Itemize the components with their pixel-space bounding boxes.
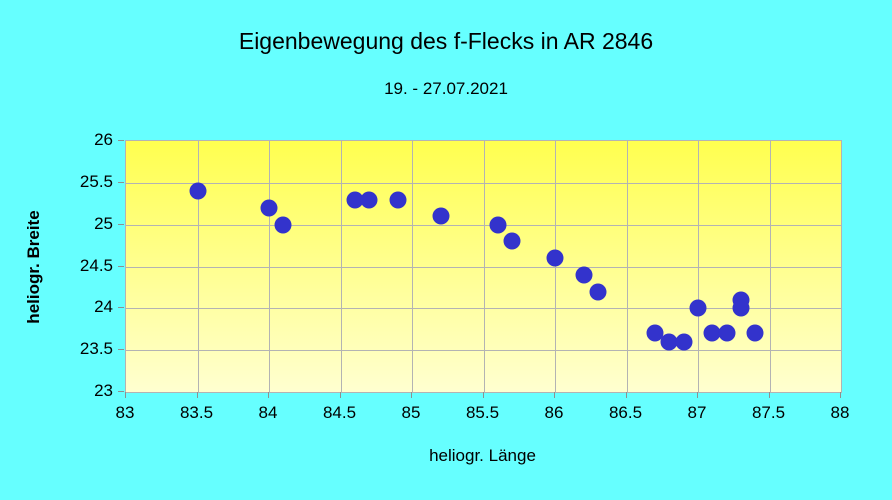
y-tick-label: 24	[94, 297, 113, 317]
x-tick-label: 86.5	[608, 403, 643, 422]
x-tick-label: 84	[258, 403, 278, 422]
data-point	[432, 207, 450, 225]
data-point	[746, 324, 764, 342]
gridline-horizontal	[126, 182, 841, 184]
x-axis-tick	[697, 392, 698, 398]
x-axis-tick	[554, 392, 555, 398]
y-tick-label: 26	[94, 130, 113, 149]
x-axis-tick	[125, 392, 126, 398]
x-axis-title: heliogr. Länge	[429, 446, 536, 465]
y-axis-tick	[118, 307, 124, 309]
gridline-horizontal	[126, 350, 841, 352]
gridline-horizontal	[126, 224, 841, 226]
x-tick-label: 87	[687, 403, 707, 422]
x-tick-label: 85.5	[465, 403, 500, 422]
y-axis-tick	[118, 349, 124, 351]
y-tick-label: 25.5	[79, 171, 113, 191]
x-axis-tick	[625, 392, 627, 398]
y-axis-tick	[118, 265, 124, 267]
x-axis-tick	[482, 392, 484, 398]
data-point	[589, 283, 607, 301]
y-axis-tick	[118, 140, 124, 141]
x-axis-tick	[768, 392, 770, 398]
y-axis-tick	[118, 181, 124, 183]
x-tick-label: 83	[115, 403, 135, 422]
data-point	[189, 182, 206, 200]
y-tick-label: 25	[94, 213, 113, 233]
data-point	[575, 266, 593, 284]
x-axis-tick	[268, 392, 269, 398]
x-tick-label: 85	[401, 403, 421, 422]
data-point	[675, 333, 693, 351]
y-axis-title: heliogr. Breite	[24, 210, 43, 324]
x-tick-label: 83.5	[179, 403, 214, 422]
data-point	[360, 191, 378, 209]
y-tick-label: 24.5	[79, 255, 113, 275]
y-tick-label: 23.5	[79, 339, 113, 359]
data-point	[646, 324, 664, 342]
data-point	[732, 299, 750, 317]
data-point	[260, 199, 278, 217]
data-point	[718, 324, 736, 342]
data-point	[703, 324, 721, 342]
data-point	[274, 216, 292, 234]
gridline-horizontal	[126, 266, 841, 268]
chart-subtitle: 19. - 27.07.2021	[384, 79, 508, 98]
data-point	[660, 333, 678, 351]
data-point	[689, 299, 707, 317]
x-tick-label: 86	[544, 403, 564, 422]
data-point	[546, 249, 564, 267]
data-point	[346, 191, 364, 209]
gridline-horizontal	[126, 308, 841, 310]
x-tick-label: 88	[830, 403, 850, 422]
x-axis-tick	[840, 392, 841, 398]
x-axis-tick	[196, 392, 198, 398]
x-tick-label: 87.5	[751, 403, 786, 422]
data-point	[389, 191, 407, 209]
y-axis-tick	[118, 391, 124, 392]
y-tick-label: 23	[94, 381, 113, 400]
chart-title: Eigenbewegung des f-Flecks in AR 2846	[238, 28, 654, 54]
y-axis-tick	[118, 223, 124, 225]
x-axis-tick	[339, 392, 341, 398]
data-point	[503, 232, 521, 250]
x-axis-tick	[411, 392, 412, 398]
plot-area	[125, 140, 842, 393]
data-point	[489, 216, 507, 234]
x-tick-label: 84.5	[322, 403, 357, 422]
